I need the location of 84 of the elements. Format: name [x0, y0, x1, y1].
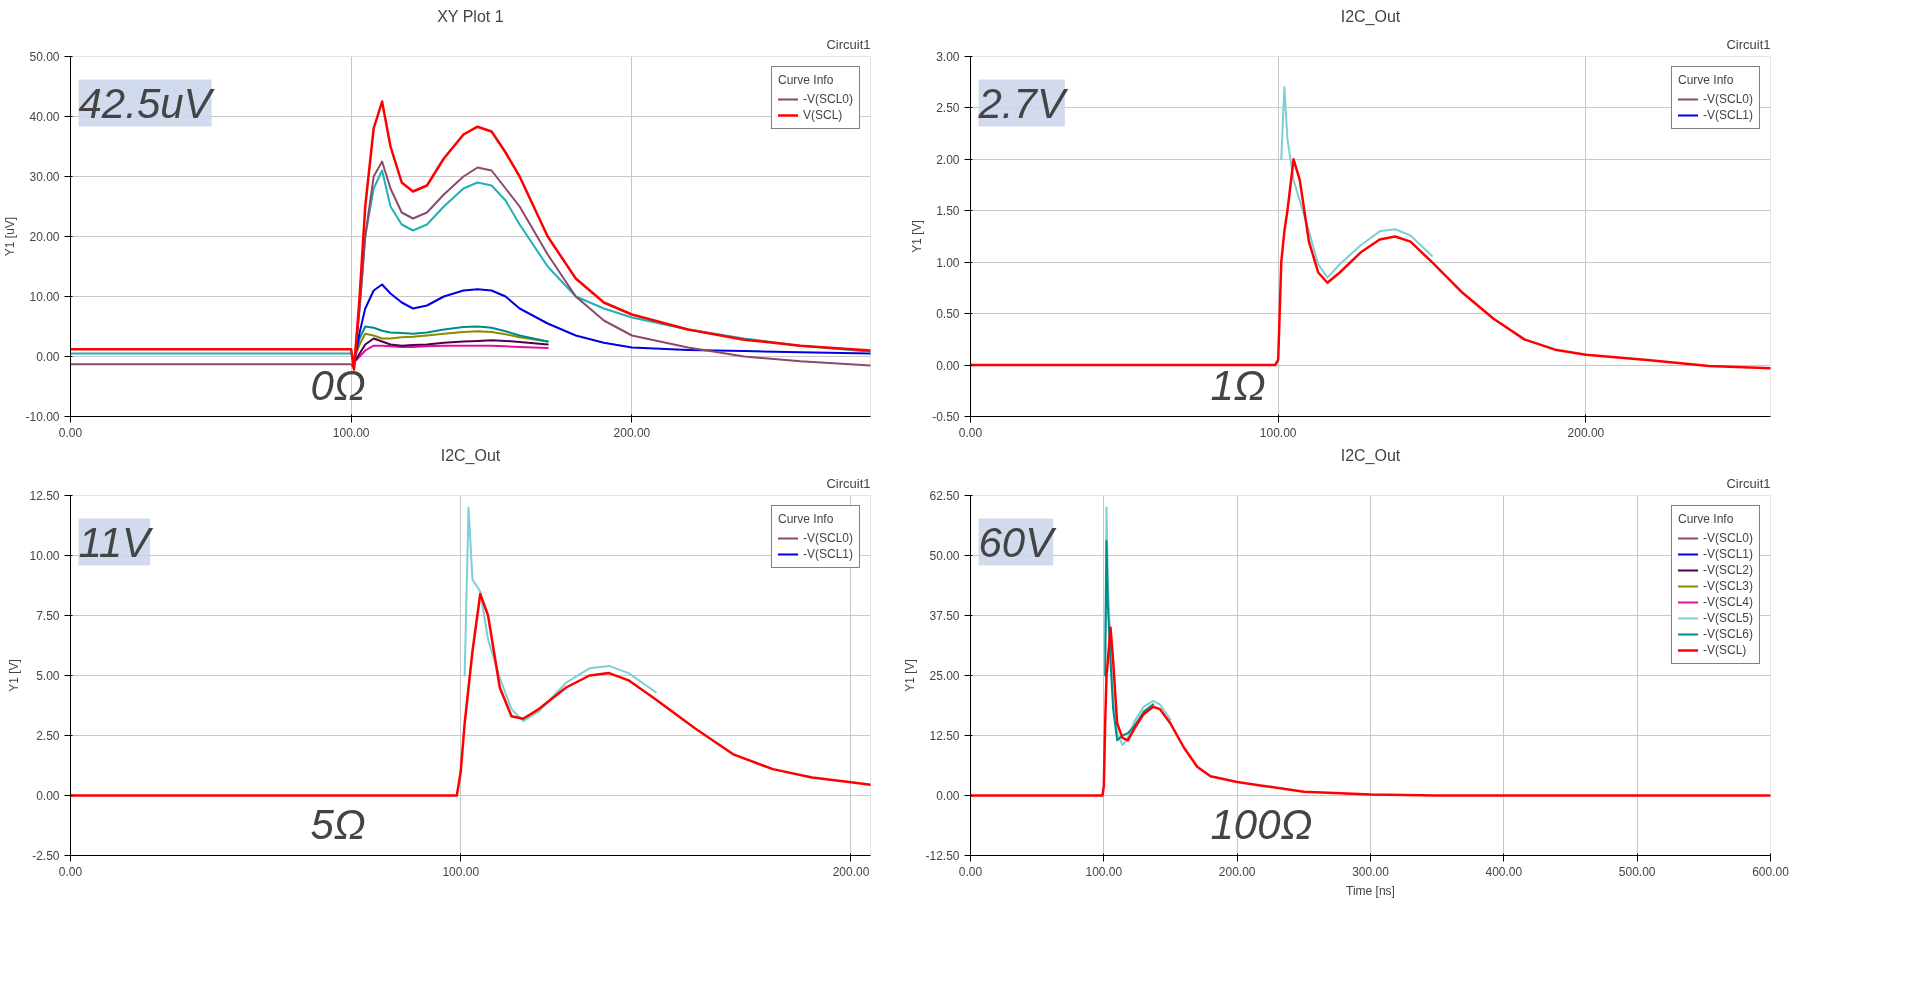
y-tick-label: 3.00 — [936, 50, 960, 64]
legend-title: Curve Info — [777, 512, 835, 526]
legend-title: Curve Info — [1677, 512, 1735, 526]
y-tick-label: 0.50 — [936, 307, 960, 322]
legend-label: -V(SCL0) — [1702, 531, 1753, 545]
legend-title: Curve Info — [1677, 73, 1735, 87]
text: Circuit1 — [1726, 36, 1771, 52]
y-axis-title: Y1 [V] — [903, 659, 918, 692]
x-tick-label: 0.00 — [958, 864, 983, 879]
x-tick-label: 600.00 — [1752, 864, 1790, 879]
y-tick-label: -12.50 — [925, 849, 960, 863]
legend-title: Curve Info — [777, 73, 835, 87]
x-tick-label: 300.00 — [1352, 864, 1390, 879]
y-axis-title: Y1 [V] — [910, 220, 925, 253]
annotation: 5Ω — [310, 800, 366, 848]
legend-label: -V(SCL) — [1702, 643, 1747, 657]
y-tick-label: 7.50 — [36, 609, 60, 623]
y-tick-label: 1.50 — [936, 204, 960, 219]
chart-title: I2C_Out — [440, 446, 501, 465]
y-tick-label: 0.00 — [936, 358, 960, 373]
legend-label: -V(SCL1) — [1702, 108, 1753, 122]
x-tick-label: 0.00 — [58, 425, 83, 440]
y-tick-label: 40.00 — [29, 110, 60, 124]
chart-title: I2C_Out — [1340, 446, 1401, 465]
y-tick-label: -0.50 — [932, 410, 960, 424]
y-tick-label: 37.50 — [929, 609, 960, 623]
y-tick-label: 12.50 — [929, 729, 960, 743]
y-tick-label: 1.00 — [936, 255, 960, 270]
y-tick-label: 0.00 — [936, 789, 960, 803]
legend-label: -V(SCL6) — [1702, 627, 1753, 641]
y-tick-label: 20.00 — [29, 230, 60, 244]
annotation: 1Ω — [1210, 361, 1266, 409]
x-tick-label: 100.00 — [332, 425, 370, 440]
y-tick-label: 12.50 — [29, 489, 60, 503]
y-axis-title: Y1 [V] — [7, 659, 22, 692]
annotation: 60V — [978, 518, 1058, 566]
y-tick-label: 25.00 — [929, 669, 960, 683]
y-tick-label: 2.00 — [936, 152, 960, 167]
annotation: 0Ω — [310, 361, 366, 409]
text: Circuit1 — [1726, 475, 1771, 491]
x-tick-label: 100.00 — [1085, 864, 1123, 879]
x-tick-label: 200.00 — [1567, 425, 1605, 440]
legend-label: -V(SCL4) — [1702, 595, 1753, 609]
legend-label: -V(SCL1) — [1702, 547, 1753, 561]
y-tick-label: 50.00 — [929, 549, 960, 563]
x-tick-label: 200.00 — [1218, 864, 1256, 879]
y-tick-label: 62.50 — [929, 489, 960, 503]
text: Circuit1 — [826, 36, 871, 52]
x-tick-label: 200.00 — [832, 864, 870, 879]
text: Circuit1 — [826, 475, 871, 491]
y-tick-label: 10.00 — [29, 290, 60, 304]
x-tick-label: 100.00 — [1259, 425, 1297, 440]
y-tick-label: 0.00 — [36, 350, 60, 364]
x-tick-label: 400.00 — [1485, 864, 1523, 879]
legend-label: V(SCL) — [802, 108, 843, 122]
legend-label: -V(SCL5) — [1702, 611, 1753, 625]
y-tick-label: 5.00 — [36, 669, 60, 683]
legend-label: -V(SCL0) — [802, 531, 853, 545]
chart-title: XY Plot 1 — [437, 7, 504, 25]
annotation: 2.7V — [977, 79, 1069, 127]
x-axis-title: Time [ns] — [1346, 883, 1395, 898]
x-tick-label: 0.00 — [958, 425, 983, 440]
legend-label: -V(SCL2) — [1702, 563, 1753, 577]
legend-label: -V(SCL0) — [802, 92, 853, 106]
annotation: 11V — [78, 518, 155, 566]
y-tick-label: 10.00 — [29, 549, 60, 563]
x-tick-label: 100.00 — [442, 864, 480, 879]
x-tick-label: 500.00 — [1618, 864, 1656, 879]
x-tick-label: 200.00 — [613, 425, 651, 440]
y-axis-title: Y1 [uV] — [3, 216, 18, 257]
chart-title: I2C_Out — [1340, 7, 1401, 26]
y-tick-label: 2.50 — [936, 101, 960, 116]
x-tick-label: 0.00 — [58, 864, 83, 879]
y-tick-label: -2.50 — [32, 849, 60, 863]
y-tick-label: 30.00 — [29, 170, 60, 184]
annotation: 42.5uV — [78, 79, 216, 127]
y-tick-label: 0.00 — [36, 789, 60, 803]
annotation: 100Ω — [1210, 800, 1313, 848]
y-tick-label: 2.50 — [36, 729, 60, 743]
legend-label: -V(SCL0) — [1702, 92, 1753, 106]
y-tick-label: 50.00 — [29, 50, 60, 64]
legend-label: -V(SCL1) — [802, 547, 853, 561]
legend-label: -V(SCL3) — [1702, 579, 1753, 593]
y-tick-label: -10.00 — [25, 410, 60, 424]
